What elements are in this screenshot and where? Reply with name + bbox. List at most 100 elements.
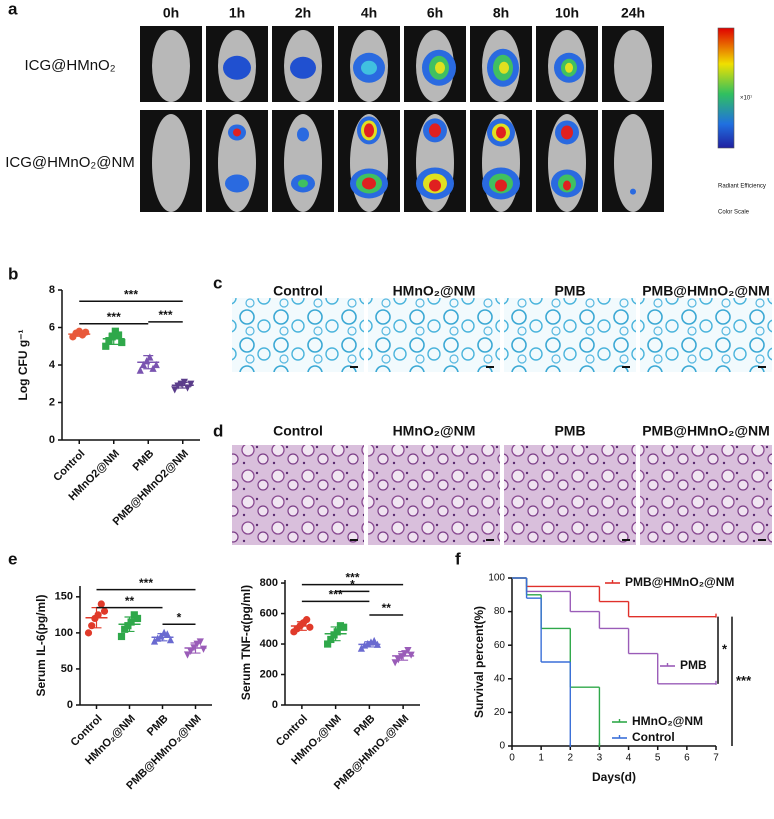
point <box>127 618 135 626</box>
signal <box>630 188 636 195</box>
panel-label: b <box>8 264 18 283</box>
row-label: ICG@HMnO₂@NM <box>5 154 135 171</box>
signal <box>499 61 509 74</box>
timepoint-label: 6h <box>427 5 443 21</box>
error-bar <box>124 616 135 633</box>
point <box>136 366 144 374</box>
signal <box>429 179 441 192</box>
signal <box>233 128 241 137</box>
mouse <box>614 30 652 102</box>
point <box>84 629 93 637</box>
histology-label: Control <box>273 423 323 439</box>
histology-label: Control <box>273 283 323 299</box>
point <box>124 622 132 630</box>
point <box>199 645 208 653</box>
signal <box>496 126 506 139</box>
y-tick-label: 60 <box>494 640 506 651</box>
histology-image <box>232 445 364 545</box>
significance-label: *** <box>158 308 172 322</box>
point <box>187 380 195 388</box>
point <box>118 338 126 347</box>
significance-label: * <box>722 642 728 657</box>
y-tick-label: 100 <box>55 627 73 639</box>
timepoint-label: 1h <box>229 5 245 21</box>
significance-label: *** <box>329 588 343 602</box>
signal <box>563 180 571 191</box>
significance-label: *** <box>124 287 138 301</box>
error-bar <box>157 633 168 642</box>
timepoint-label: 8h <box>493 5 509 21</box>
error-bar <box>364 641 375 648</box>
point <box>340 623 348 631</box>
panel-label: d <box>213 421 223 440</box>
histology-label: HMnO₂@NM <box>393 423 476 439</box>
point <box>154 634 162 642</box>
point <box>152 360 160 369</box>
significance-label: *** <box>139 576 153 590</box>
y-tick-label: 40 <box>494 673 506 684</box>
significance-label: * <box>350 578 355 592</box>
scale-bar <box>758 366 766 368</box>
point <box>171 386 179 394</box>
y-tick-label: 6 <box>49 321 55 333</box>
scale-bar <box>622 539 630 541</box>
point <box>146 353 154 361</box>
histology-label: PMB <box>554 423 585 439</box>
histology-image <box>504 298 636 372</box>
point <box>187 647 195 656</box>
x-axis-title: Days(d) <box>592 770 636 784</box>
x-tick-label: PMB <box>145 713 171 739</box>
scale-bar <box>486 366 494 368</box>
error-bar <box>143 355 154 370</box>
histology-image <box>368 445 500 545</box>
significance-label: ** <box>125 594 135 608</box>
y-axis-title: Serum IL-6(pg/ml) <box>34 594 48 696</box>
y-tick-label: 100 <box>488 573 505 584</box>
point <box>306 623 314 631</box>
point <box>183 651 192 659</box>
x-tick-label: 5 <box>655 753 661 764</box>
point <box>391 659 399 667</box>
mouse <box>152 114 190 212</box>
x-tick-label: 7 <box>713 753 719 764</box>
timepoint-label: 2h <box>295 5 311 21</box>
legend-label: Control <box>632 730 675 744</box>
point <box>117 632 126 641</box>
histology-image <box>368 298 500 372</box>
y-tick-label: 50 <box>61 663 73 675</box>
significance-label: *** <box>345 571 359 585</box>
point <box>121 625 129 633</box>
scale-bar <box>622 366 630 368</box>
error-bar <box>108 332 119 345</box>
y-tick-label: 400 <box>260 638 278 650</box>
y-tick-label: 150 <box>55 591 73 603</box>
x-tick-label: 2 <box>568 753 574 764</box>
point <box>139 360 148 369</box>
y-tick-label: 20 <box>494 707 506 718</box>
panel-label: c <box>213 273 222 292</box>
x-tick-label: 3 <box>597 753 603 764</box>
x-tick-label: 4 <box>626 753 632 764</box>
y-tick-label: 0 <box>272 699 278 711</box>
y-tick-label: 2 <box>49 396 55 408</box>
histology-label: HMnO₂@NM <box>393 283 476 299</box>
histology-image <box>504 445 636 545</box>
histology-label: PMB@HMnO₂@NM <box>642 423 770 439</box>
mouse <box>614 114 652 212</box>
panel-label: e <box>8 549 17 568</box>
signal <box>297 127 309 142</box>
point <box>327 635 335 644</box>
error-bar <box>74 331 85 337</box>
signal <box>565 62 573 73</box>
timepoint-label: 24h <box>621 5 645 21</box>
histology-label: PMB <box>554 283 585 299</box>
signal <box>298 179 308 188</box>
error-bar <box>398 651 409 661</box>
signal <box>223 55 251 80</box>
histology-image <box>232 298 364 372</box>
x-tick-label: 1 <box>538 753 544 764</box>
panel-label: a <box>8 0 18 18</box>
signal <box>361 60 377 75</box>
timepoint-label: 0h <box>163 5 179 21</box>
point <box>100 607 109 615</box>
